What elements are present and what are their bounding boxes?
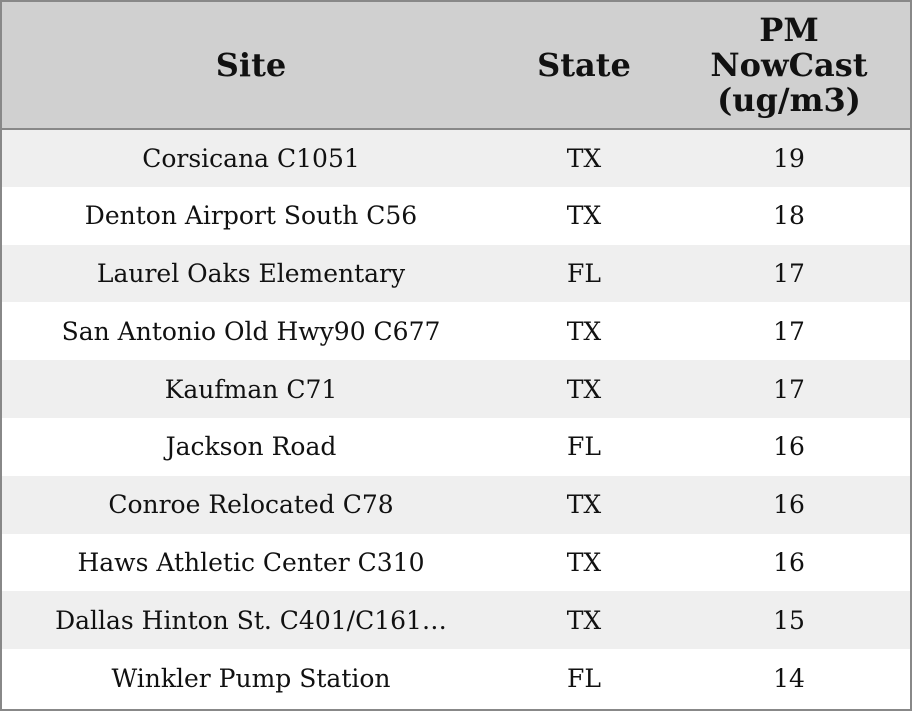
table-row: Jackson Road FL 16 xyxy=(2,417,910,476)
table-row: Corsicana C1051 TX 19 xyxy=(2,129,910,187)
header-cell: PM NowCast (ug/m3) xyxy=(668,2,910,130)
table-cell: 14 xyxy=(773,663,805,693)
table-cell: TX xyxy=(566,143,602,173)
table-cell: Dallas Hinton St. C401/C161… xyxy=(55,605,447,635)
table-row: Conroe Relocated C78 TX 16 xyxy=(2,475,910,534)
table-row: Denton Airport South C56 TX 18 xyxy=(2,186,910,245)
header-cell: Site xyxy=(2,2,500,130)
table-row: Kaufman C71 TX 17 xyxy=(2,360,910,418)
table-cell: Conroe Relocated C78 xyxy=(108,490,394,520)
table-cell: 17 xyxy=(773,258,805,288)
table-cell: 15 xyxy=(773,605,805,635)
table-row: Laurel Oaks Elementary FL 17 xyxy=(2,244,910,303)
header-text: Site xyxy=(215,45,287,84)
table-body: Corsicana C1051 TX 19 Denton Airport South … xyxy=(2,129,910,707)
table-cell: Haws Athletic Center C310 xyxy=(77,547,425,577)
table-cell: TX xyxy=(566,201,602,231)
table-cell: 17 xyxy=(773,316,805,346)
table-cell: TX xyxy=(566,490,602,520)
table-cell: Kaufman C71 xyxy=(164,374,338,404)
table-cell: Laurel Oaks Elementary xyxy=(96,258,406,288)
table-cell: FL xyxy=(567,432,601,462)
table-cell: TX xyxy=(566,374,602,404)
header-text: State xyxy=(537,45,631,84)
table-cell: Denton Airport South C56 xyxy=(84,201,418,231)
table-cell: 16 xyxy=(773,490,805,520)
table-cell: TX xyxy=(566,605,602,635)
table-row: San Antonio Old Hwy90 C677 TX 17 xyxy=(2,302,910,361)
table-cell: San Antonio Old Hwy90 C677 xyxy=(61,316,441,346)
table-cell: 18 xyxy=(773,201,805,231)
table-cell: Winkler Pump Station xyxy=(111,663,391,693)
table-row: Dallas Hinton St. C401/C161… TX 15 xyxy=(2,591,910,650)
header-text: PM NowCast (ug/m3) xyxy=(710,10,868,119)
table-cell: 16 xyxy=(773,432,805,462)
table-header: Site State PM NowCast (ug/m3) xyxy=(2,2,910,130)
table-cell: Jackson Road xyxy=(165,432,337,462)
table-row: Winkler Pump Station FL 14 xyxy=(2,649,910,707)
table-cell: FL xyxy=(567,663,601,693)
table-row: Haws Athletic Center C310 TX 16 xyxy=(2,533,910,592)
table-cell: FL xyxy=(567,258,601,288)
table-cell: 17 xyxy=(773,374,805,404)
table-cell: 19 xyxy=(773,143,805,173)
table-cell: 16 xyxy=(773,547,805,577)
header-cell: State xyxy=(500,2,668,130)
table-cell: TX xyxy=(566,547,602,577)
table-cell: TX xyxy=(566,316,602,346)
header-row: Site State PM NowCast (ug/m3) xyxy=(2,2,910,130)
table-cell: Corsicana C1051 xyxy=(142,143,360,173)
